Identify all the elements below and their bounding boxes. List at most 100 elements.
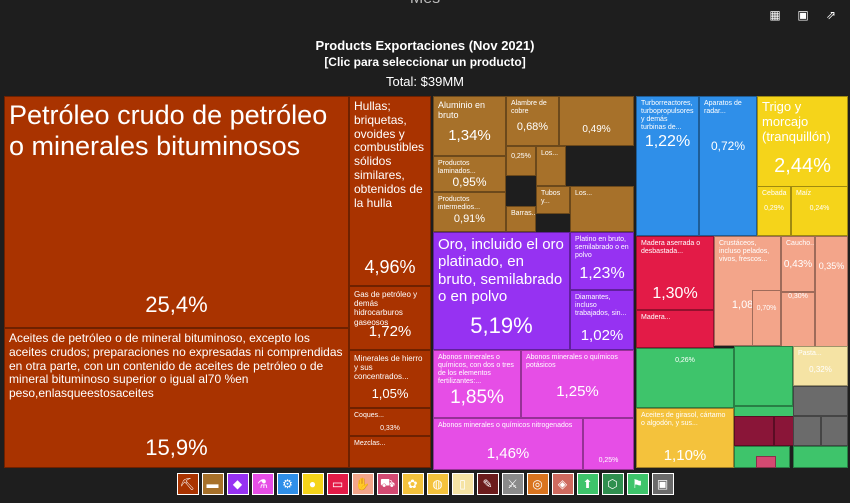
tile-value: 1,22% (644, 133, 691, 150)
treemap-tile[interactable]: Abonos minerales o químicos nitrogenados… (433, 418, 583, 470)
treemap-tile[interactable]: Abonos minerales o químicos, con dos o t… (433, 350, 521, 418)
treemap-tile[interactable]: 0,35% (815, 236, 848, 348)
external-link-icon[interactable]: ⇗ (825, 8, 837, 22)
treemap-tile[interactable]: Pasta... 0,32% (793, 346, 848, 386)
stone-icon[interactable]: ◈ (551, 473, 574, 495)
treemap-tile[interactable]: 0,25% (506, 146, 536, 176)
tile-label: Maíz (796, 190, 812, 197)
header-tab[interactable]: Mes (0, 0, 850, 8)
tile-value: 0,26% (675, 357, 695, 364)
treemap-tile[interactable]: Los... (536, 146, 566, 186)
tile-label: Abonos minerales o químicos, con dos o t… (438, 354, 514, 386)
instrument-icon[interactable]: ✎ (476, 473, 499, 495)
treemap-tile-small[interactable] (793, 446, 848, 468)
tile-label: Caucho... (786, 240, 815, 247)
treemap-tile[interactable]: Aceites de girasol, cártamo o algodón, y… (636, 408, 734, 468)
treemap-tile[interactable]: Alambre de cobre 0,68% (506, 96, 559, 146)
footwear-icon[interactable]: ⬡ (601, 473, 624, 495)
tile-value: 4,96% (364, 257, 416, 277)
weapon-icon[interactable]: ⚔ (501, 473, 524, 495)
tile-label: Petróleo crudo de petróleo o minerales b… (9, 100, 328, 162)
tile-value: 0,72% (710, 139, 746, 153)
treemap-tile[interactable]: Maíz 0,24% (791, 186, 848, 236)
treemap-tile[interactable]: Minerales de hierro y sus concentrados..… (349, 350, 431, 408)
treemap-tile[interactable]: Aluminio en bruto 1,34% (433, 96, 506, 156)
tile-value: 1,25% (556, 383, 599, 400)
treemap-tile[interactable]: Productos intermedios... 0,91% (433, 192, 506, 232)
tile-label: Turborreactores, turbopropulsores y demá… (641, 100, 694, 132)
tile-label: Barras... (511, 210, 536, 217)
treemap-tile[interactable]: Madera... (636, 310, 714, 348)
treemap-tile[interactable]: Tubos y... (536, 186, 570, 214)
animal-icon[interactable]: ◎ (526, 473, 549, 495)
treemap-tile[interactable]: Productos laminados... 0,95% (433, 156, 506, 192)
tile-value: 0,32% (809, 365, 832, 374)
tile-value: 25,4% (145, 292, 208, 317)
misc-icon[interactable]: ⚑ (626, 473, 649, 495)
treemap-tile[interactable]: Turborreactores, turbopropulsores y demá… (636, 96, 699, 236)
treemap-tile[interactable]: Hullas; briquetas, ovoides y combustible… (349, 96, 431, 286)
treemap-tile[interactable]: Caucho... 0,43% (781, 236, 815, 292)
table-icon[interactable]: ▦ (769, 8, 781, 22)
plastics-icon[interactable]: ▭ (326, 473, 349, 495)
toolbar: ▦ ▣ ⇗ (768, 8, 838, 22)
tile-label: Productos intermedios... (438, 196, 481, 212)
treemap-tile[interactable]: 0,26% (636, 348, 734, 408)
tile-value: 2,44% (774, 155, 831, 177)
treemap-tile[interactable]: Cebada 0,29% (757, 186, 791, 236)
treemap-tile-small[interactable] (821, 416, 848, 446)
treemap-tile[interactable]: Oro, incluido el oro platinado, en bruto… (433, 232, 570, 350)
tile-value: 1,10% (663, 447, 707, 464)
tile-value: 0,25% (511, 153, 531, 160)
chart-total: Total: $39MM (385, 74, 465, 89)
treemap-tile[interactable]: Aparatos de radar... 0,72% (699, 96, 757, 236)
treemap-tile[interactable]: Diamantes, incluso trabajados, sin... 1,0… (570, 290, 634, 350)
treemap-tile-small[interactable] (793, 416, 821, 446)
chemicals-icon[interactable]: ⚗ (251, 473, 274, 495)
tile-label: Crustáceos, incluso pelados, vivos, fres… (719, 240, 770, 264)
treemap-tile[interactable]: Aceites de petróleo o de mineral bitumin… (4, 328, 349, 468)
treemap-tile[interactable]: Abonos minerales o químicos potásicos 1,2… (521, 350, 634, 418)
tile-value: 15,9% (145, 435, 208, 460)
treemap-tile[interactable]: Mezclas... (349, 436, 431, 468)
tile-label: Coques... (354, 412, 384, 419)
treemap-tile[interactable]: 0,30% (781, 292, 815, 348)
textile-icon[interactable]: ⬆ (576, 473, 599, 495)
tile-value: 1,34% (448, 127, 491, 144)
tile-label: Diamantes, incluso trabajados, sin... (575, 294, 627, 318)
paper-icon[interactable]: ▯ (451, 473, 474, 495)
chart-title: Products Exportaciones (Nov 2021) (315, 38, 535, 53)
treemap-tile[interactable]: 0,25% (583, 418, 634, 470)
tile-value: 0,95% (452, 175, 487, 189)
treemap-tile-small[interactable] (774, 416, 794, 446)
treemap-tile[interactable]: Platino en bruto, semilabrado o en polvo… (570, 232, 634, 290)
gem-icon[interactable]: ◆ (226, 473, 249, 495)
treemap-tile[interactable]: Coques... 0,33% (349, 408, 431, 436)
treemap-tile[interactable]: Petróleo crudo de petróleo o minerales b… (4, 96, 349, 328)
treemap-tile-small[interactable] (756, 456, 776, 468)
treemap-tile[interactable]: Madera aserrada o desbastada... 1,30% (636, 236, 714, 310)
food-icon[interactable]: ● (301, 473, 324, 495)
treemap-tile-small[interactable] (734, 416, 774, 446)
treemap-tile[interactable]: 0,49% (559, 96, 634, 146)
treemap-tile-small[interactable] (734, 346, 793, 406)
tile-value: 1,02% (580, 327, 624, 344)
treemap-tile[interactable]: 0,70% (752, 290, 781, 346)
oil-icon[interactable]: ◍ (426, 473, 449, 495)
tile-label: Madera... (641, 314, 671, 321)
vehicle-icon[interactable]: ⛟ (376, 473, 399, 495)
vegetable-icon[interactable]: ✿ (401, 473, 424, 495)
metal-icon[interactable]: ▬ (201, 473, 224, 495)
image-icon[interactable]: ▣ (797, 8, 809, 22)
machinery-icon[interactable]: ⚙ (276, 473, 299, 495)
treemap-tile-small[interactable] (793, 386, 848, 416)
treemap-tile[interactable]: Gas de petróleo y demás hidrocarburos ga… (349, 286, 431, 350)
tile-value: 5,19% (470, 313, 533, 338)
tile-label: Cebada (762, 190, 787, 197)
hides-icon[interactable]: ✋ (351, 473, 374, 495)
treemap-tile[interactable]: Barras... (506, 206, 536, 232)
art-icon[interactable]: ▣ (651, 473, 674, 495)
mining-icon[interactable]: ⛏ (176, 473, 199, 495)
treemap-tile[interactable]: Los... (570, 186, 634, 232)
